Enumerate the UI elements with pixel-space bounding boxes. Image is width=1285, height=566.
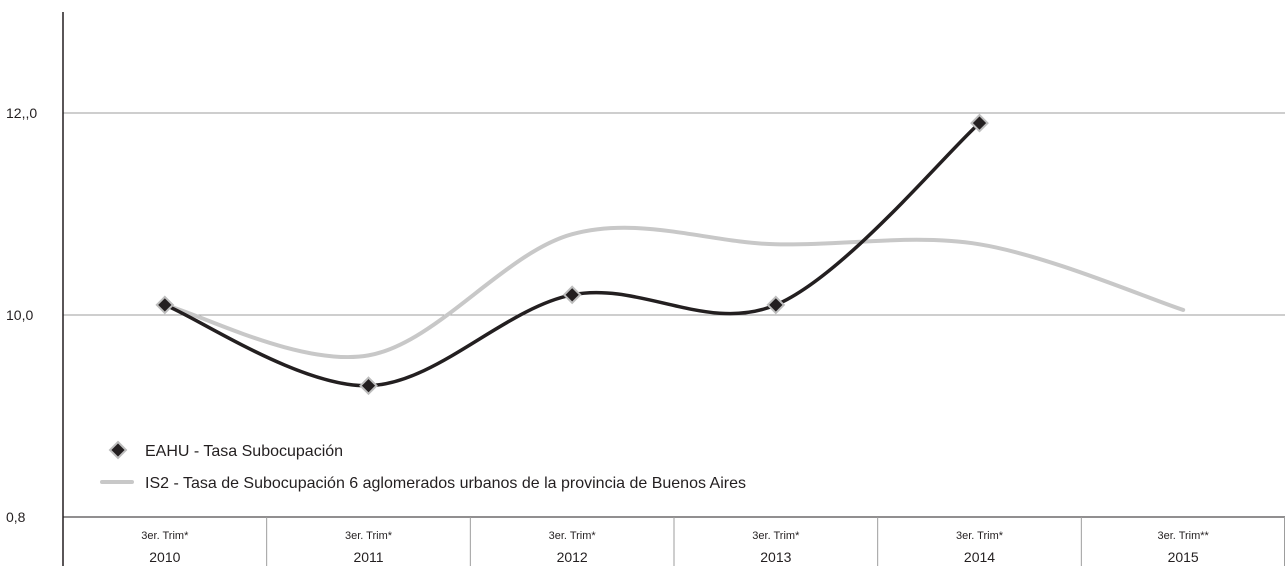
x-tick-label-year: 2010 (149, 549, 180, 565)
gridlines (63, 112, 1285, 316)
x-tick-label-year: 2013 (760, 549, 791, 565)
legend-marker (108, 440, 128, 460)
legend-label: IS2 - Tasa de Subocupación 6 aglomerados… (145, 475, 746, 492)
x-tick-label-quarter: 3er. Trim* (752, 530, 800, 542)
legend: EAHU - Tasa Subocupación IS2 - Tasa de Su… (100, 440, 746, 492)
x-tick-label-quarter: 3er. Trim* (549, 530, 597, 542)
data-point (970, 113, 989, 133)
x-tick-label-quarter: 3er. Trim* (141, 530, 189, 542)
data-point (155, 295, 175, 315)
x-axis: 3er. Trim* 2010 3er. Trim* 2011 3er. Trim* 20… (63, 516, 1285, 566)
x-tick-label-year: 2012 (557, 549, 588, 565)
legend-label: EAHU - Tasa Subocupación (145, 443, 343, 460)
x-tick-label-quarter: 3er. Trim** (1157, 530, 1209, 542)
x-tick-label-year: 2014 (964, 549, 995, 565)
series-line-1 (162, 225, 1186, 359)
data-point (766, 295, 786, 315)
x-tick-label-quarter: 3er. Trim* (956, 530, 1004, 542)
data-point (562, 285, 582, 305)
x-tick-label-quarter: 3er. Trim* (345, 530, 393, 542)
y-tick-label: 12,,0 (6, 105, 37, 121)
y-tick-label: 10,0 (6, 307, 33, 323)
x-tick-label-year: 2015 (1168, 549, 1199, 565)
y-axis: 12,,0 10,0 0,8 (6, 12, 64, 566)
x-tick-label-year: 2011 (353, 549, 383, 565)
y-tick-label: 0,8 (6, 509, 26, 525)
series-layer (155, 113, 1186, 396)
data-point (359, 376, 378, 396)
